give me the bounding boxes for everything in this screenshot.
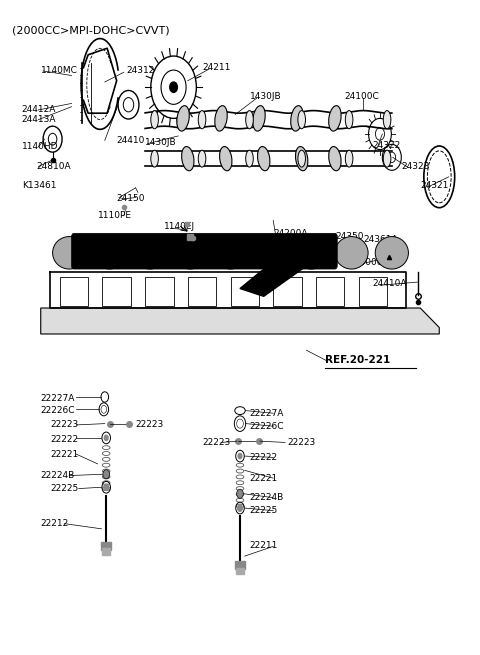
Ellipse shape: [177, 105, 189, 131]
Text: 22224B: 22224B: [250, 493, 284, 502]
Text: REF.20-221: REF.20-221: [325, 355, 391, 365]
Text: 24321: 24321: [420, 181, 449, 191]
Bar: [102, 277, 131, 306]
Ellipse shape: [93, 236, 126, 269]
Text: 22223: 22223: [202, 438, 230, 447]
Text: 24322: 24322: [373, 141, 401, 150]
Text: 1140MC: 1140MC: [41, 66, 78, 75]
Text: 24000: 24000: [354, 258, 383, 267]
Text: 22227A: 22227A: [41, 394, 75, 403]
Text: 22222: 22222: [50, 435, 78, 443]
Text: 1140HD: 1140HD: [22, 142, 58, 151]
Ellipse shape: [254, 236, 288, 269]
Ellipse shape: [198, 150, 206, 167]
Ellipse shape: [181, 147, 194, 171]
Text: 24100C: 24100C: [344, 92, 379, 102]
Text: (2000CC>MPI-DOHC>CVVT): (2000CC>MPI-DOHC>CVVT): [12, 26, 170, 35]
Text: 22221: 22221: [50, 449, 78, 458]
Ellipse shape: [345, 111, 353, 129]
Circle shape: [238, 505, 242, 512]
Ellipse shape: [329, 147, 341, 171]
Circle shape: [237, 489, 243, 498]
Text: 1140EJ: 1140EJ: [164, 222, 195, 231]
Text: 1430JB: 1430JB: [145, 138, 177, 147]
Ellipse shape: [375, 236, 408, 269]
Text: 24323: 24323: [401, 162, 430, 171]
Text: 22223: 22223: [50, 421, 78, 430]
Bar: [236, 568, 244, 574]
Ellipse shape: [246, 111, 253, 129]
Ellipse shape: [246, 150, 253, 167]
Ellipse shape: [151, 111, 158, 129]
Ellipse shape: [298, 150, 305, 167]
Bar: [316, 277, 344, 306]
Circle shape: [103, 470, 109, 479]
Text: 24150: 24150: [117, 195, 145, 204]
Text: 24412A: 24412A: [22, 105, 56, 115]
Ellipse shape: [329, 105, 341, 131]
Ellipse shape: [53, 236, 86, 269]
Circle shape: [104, 484, 108, 491]
Text: 22212: 22212: [41, 519, 69, 528]
Polygon shape: [240, 250, 311, 296]
Bar: [359, 277, 387, 306]
Text: 24410A: 24410A: [373, 279, 408, 288]
Text: 24410: 24410: [117, 136, 145, 145]
Bar: [230, 277, 259, 306]
Ellipse shape: [335, 236, 368, 269]
Bar: [60, 277, 88, 306]
Text: 22226C: 22226C: [41, 406, 75, 415]
Text: 24312: 24312: [126, 66, 155, 75]
Ellipse shape: [214, 236, 247, 269]
Text: 24350: 24350: [335, 232, 363, 241]
Text: 22227A: 22227A: [250, 409, 284, 418]
Ellipse shape: [198, 111, 206, 129]
Text: 24200A: 24200A: [273, 229, 308, 238]
Circle shape: [170, 82, 178, 92]
Ellipse shape: [258, 147, 270, 171]
Ellipse shape: [296, 147, 308, 171]
Ellipse shape: [345, 150, 353, 167]
Circle shape: [238, 453, 242, 458]
Ellipse shape: [384, 111, 391, 129]
Ellipse shape: [133, 236, 167, 269]
Ellipse shape: [215, 105, 227, 131]
Bar: [102, 548, 110, 555]
Ellipse shape: [253, 105, 265, 131]
Bar: [273, 277, 301, 306]
Text: 22225: 22225: [250, 506, 278, 515]
Ellipse shape: [151, 150, 158, 167]
Text: 24211: 24211: [202, 64, 230, 72]
Text: 22211: 22211: [250, 540, 278, 550]
Text: 24355: 24355: [174, 237, 202, 246]
Text: 22226C: 22226C: [250, 422, 284, 431]
Text: 22221: 22221: [250, 474, 278, 483]
Bar: [145, 277, 174, 306]
Ellipse shape: [291, 105, 303, 131]
Bar: [235, 561, 245, 569]
Ellipse shape: [219, 147, 232, 171]
Text: 24413A: 24413A: [22, 115, 56, 124]
Ellipse shape: [295, 236, 328, 269]
Text: K13461: K13461: [22, 181, 56, 191]
Text: 22223: 22223: [136, 421, 164, 430]
Bar: [101, 542, 111, 550]
Text: 22225: 22225: [50, 484, 78, 493]
Text: 22222: 22222: [250, 453, 277, 462]
FancyBboxPatch shape: [72, 233, 337, 269]
Bar: [188, 277, 216, 306]
Text: 22223: 22223: [288, 438, 316, 447]
Text: 1110PE: 1110PE: [97, 212, 132, 220]
Circle shape: [104, 436, 108, 441]
Polygon shape: [41, 308, 439, 334]
Text: 1430JB: 1430JB: [250, 92, 281, 102]
Ellipse shape: [384, 150, 391, 167]
Ellipse shape: [174, 236, 207, 269]
Text: 24361A: 24361A: [363, 235, 398, 244]
Ellipse shape: [298, 111, 305, 129]
Text: 24810A: 24810A: [36, 162, 71, 171]
Text: 22224B: 22224B: [41, 471, 75, 480]
